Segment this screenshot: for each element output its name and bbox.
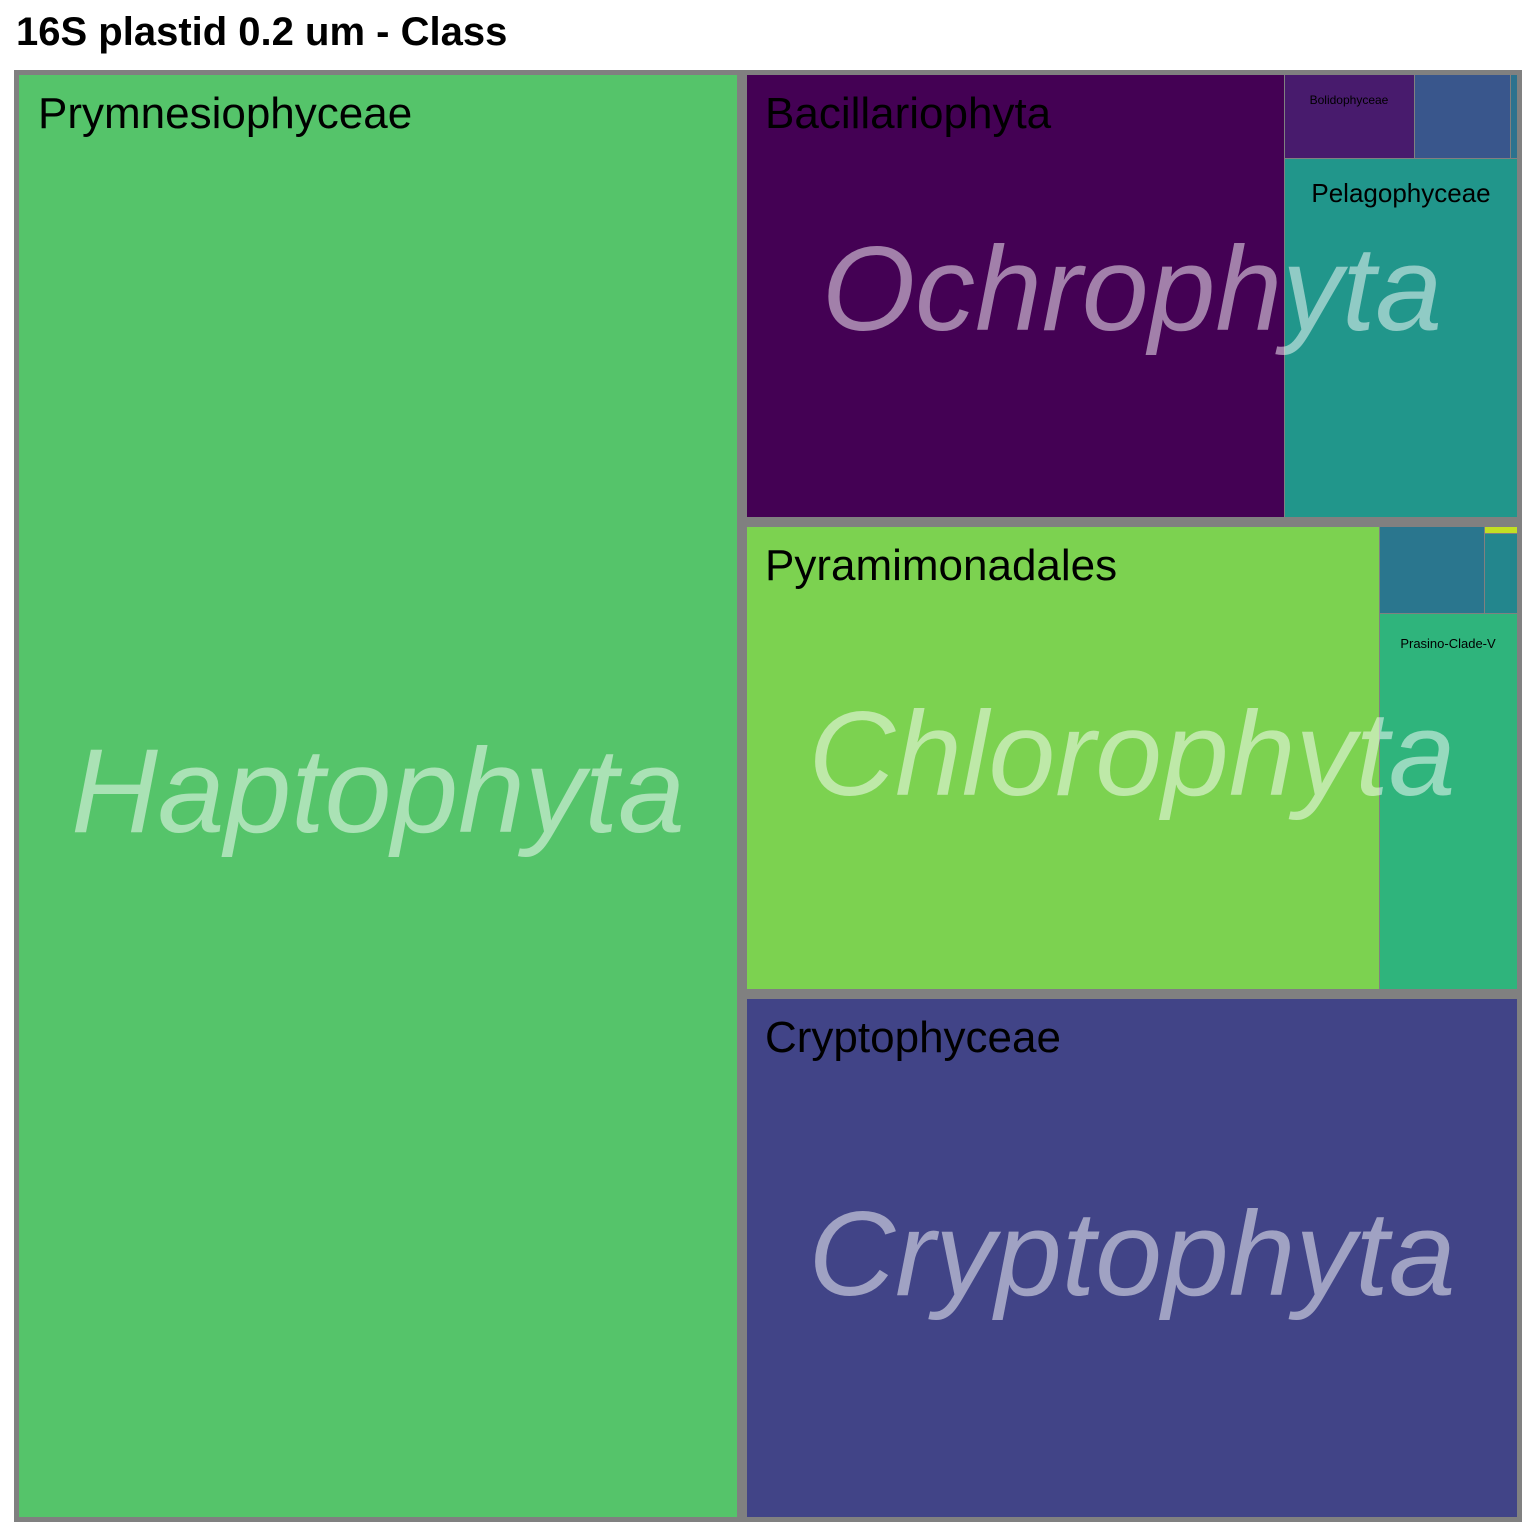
tile-unlabeled-1-3 <box>1511 75 1517 158</box>
tile-label-bolidophyceae: Bolidophyceae <box>1310 93 1389 107</box>
group-label-haptophyta: Haptophyta <box>71 724 685 858</box>
group-label-ochrophyta: Ochrophyta <box>822 222 1442 356</box>
tile-unlabeled-2-1 <box>1380 527 1484 613</box>
group-haptophyta: Prymnesiophyceae <box>16 72 740 1520</box>
group-cryptophyta: Cryptophyceae <box>744 996 1520 1520</box>
tile-unlabeled-2-3 <box>1485 527 1517 533</box>
tile-cryptophyceae <box>747 999 1517 1517</box>
tile-label-pyramimonadales: Pyramimonadales <box>765 541 1117 590</box>
tile-pyramimonadales <box>747 527 1379 989</box>
tile-label-prymnesiophyceae: Prymnesiophyceae <box>38 89 412 138</box>
tile-label-prasino-clade-v: Prasino-Clade-V <box>1400 636 1496 651</box>
tile-prymnesiophyceae <box>19 75 737 1517</box>
tile-bacillariophyta <box>747 75 1284 517</box>
group-chlorophyta: Pyramimonadales Prasino-Clade-V <box>744 524 1520 992</box>
group-label-chlorophyta: Chlorophyta <box>808 687 1455 821</box>
tile-label-pelagophyceae: Pelagophyceae <box>1311 178 1490 208</box>
tile-bolidophyceae <box>1285 75 1414 158</box>
tile-unlabeled-2-2 <box>1485 534 1517 613</box>
group-label-cryptophyta: Cryptophyta <box>809 1187 1456 1321</box>
group-ochrophyta: Bacillariophyta Bolidophyceae Pelagophycea… <box>744 72 1520 520</box>
tile-label-bacillariophyta: Bacillariophyta <box>765 89 1052 138</box>
tile-label-cryptophyceae: Cryptophyceae <box>765 1013 1061 1062</box>
tile-pelagophyceae <box>1285 159 1517 517</box>
chart-title: 16S plastid 0.2 um - Class <box>16 10 508 54</box>
tile-unlabeled-1-2 <box>1415 75 1510 158</box>
tile-prasino-clade-v <box>1380 614 1517 989</box>
